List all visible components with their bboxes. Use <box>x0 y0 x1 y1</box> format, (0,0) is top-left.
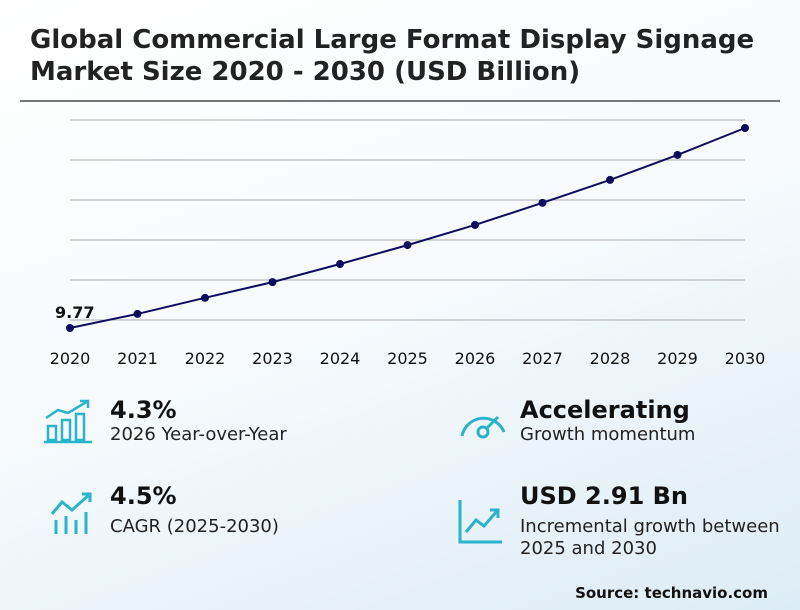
kpi-value: USD 2.91 Bn <box>520 482 688 510</box>
kpi-value: Accelerating <box>520 396 690 424</box>
point <box>606 175 614 184</box>
point <box>403 241 412 250</box>
x-tick-label: 2025 <box>387 349 428 368</box>
kpi-value: 4.3% <box>110 396 177 424</box>
title-rule <box>20 100 780 102</box>
point <box>66 324 74 332</box>
x-tick-label: 2024 <box>320 349 361 368</box>
kpi-label: Incremental growth between 2025 and 2030 <box>520 516 780 559</box>
x-tick-label: 2021 <box>117 349 158 368</box>
point <box>133 309 142 318</box>
x-tick-label: 2020 <box>50 349 91 368</box>
bar-growth-icon <box>44 399 92 444</box>
x-tick-label: 2030 <box>725 349 766 368</box>
kpi: 4.5% CAGR (2025-2030) <box>110 482 279 538</box>
chart: 2020 2021 2022 2023 2024 2025 2026 2027 2028 2029… <box>50 119 766 368</box>
chart-title: Global Commercial Large Format Display S… <box>30 25 755 87</box>
kpi-label: 2026 Year-over-Year <box>110 424 287 445</box>
x-tick-label: 2022 <box>185 349 226 368</box>
kpi: USD 2.91 Bn Incremental growth between 2… <box>520 482 780 560</box>
x-tick-label: 2029 <box>657 349 698 368</box>
point <box>741 124 749 132</box>
gauge-icon <box>460 415 506 439</box>
point <box>471 220 479 229</box>
point <box>673 150 682 159</box>
kpi-label: Growth momentum <box>520 424 696 445</box>
point <box>336 260 344 269</box>
x-tick-label: 2023 <box>252 349 293 368</box>
x-tick-label: 2026 <box>455 349 496 368</box>
x-tick-label: 2028 <box>590 349 631 368</box>
point <box>201 293 209 302</box>
kpi: Accelerating Growth momentum <box>520 396 695 446</box>
kpi: 4.3% 2026 Year-over-Year <box>110 396 287 446</box>
chart-icon <box>458 500 502 544</box>
kpi-label: CAGR (2025-2030) <box>110 516 279 537</box>
data-label: 9.77 <box>55 303 94 322</box>
kpi-value: 4.5% <box>110 482 177 510</box>
point <box>268 278 277 287</box>
trend-icon <box>50 492 92 534</box>
line <box>69 127 746 329</box>
source: Source: technavio.com <box>575 584 768 602</box>
point <box>538 198 547 207</box>
x-tick-label: 2027 <box>522 349 563 368</box>
